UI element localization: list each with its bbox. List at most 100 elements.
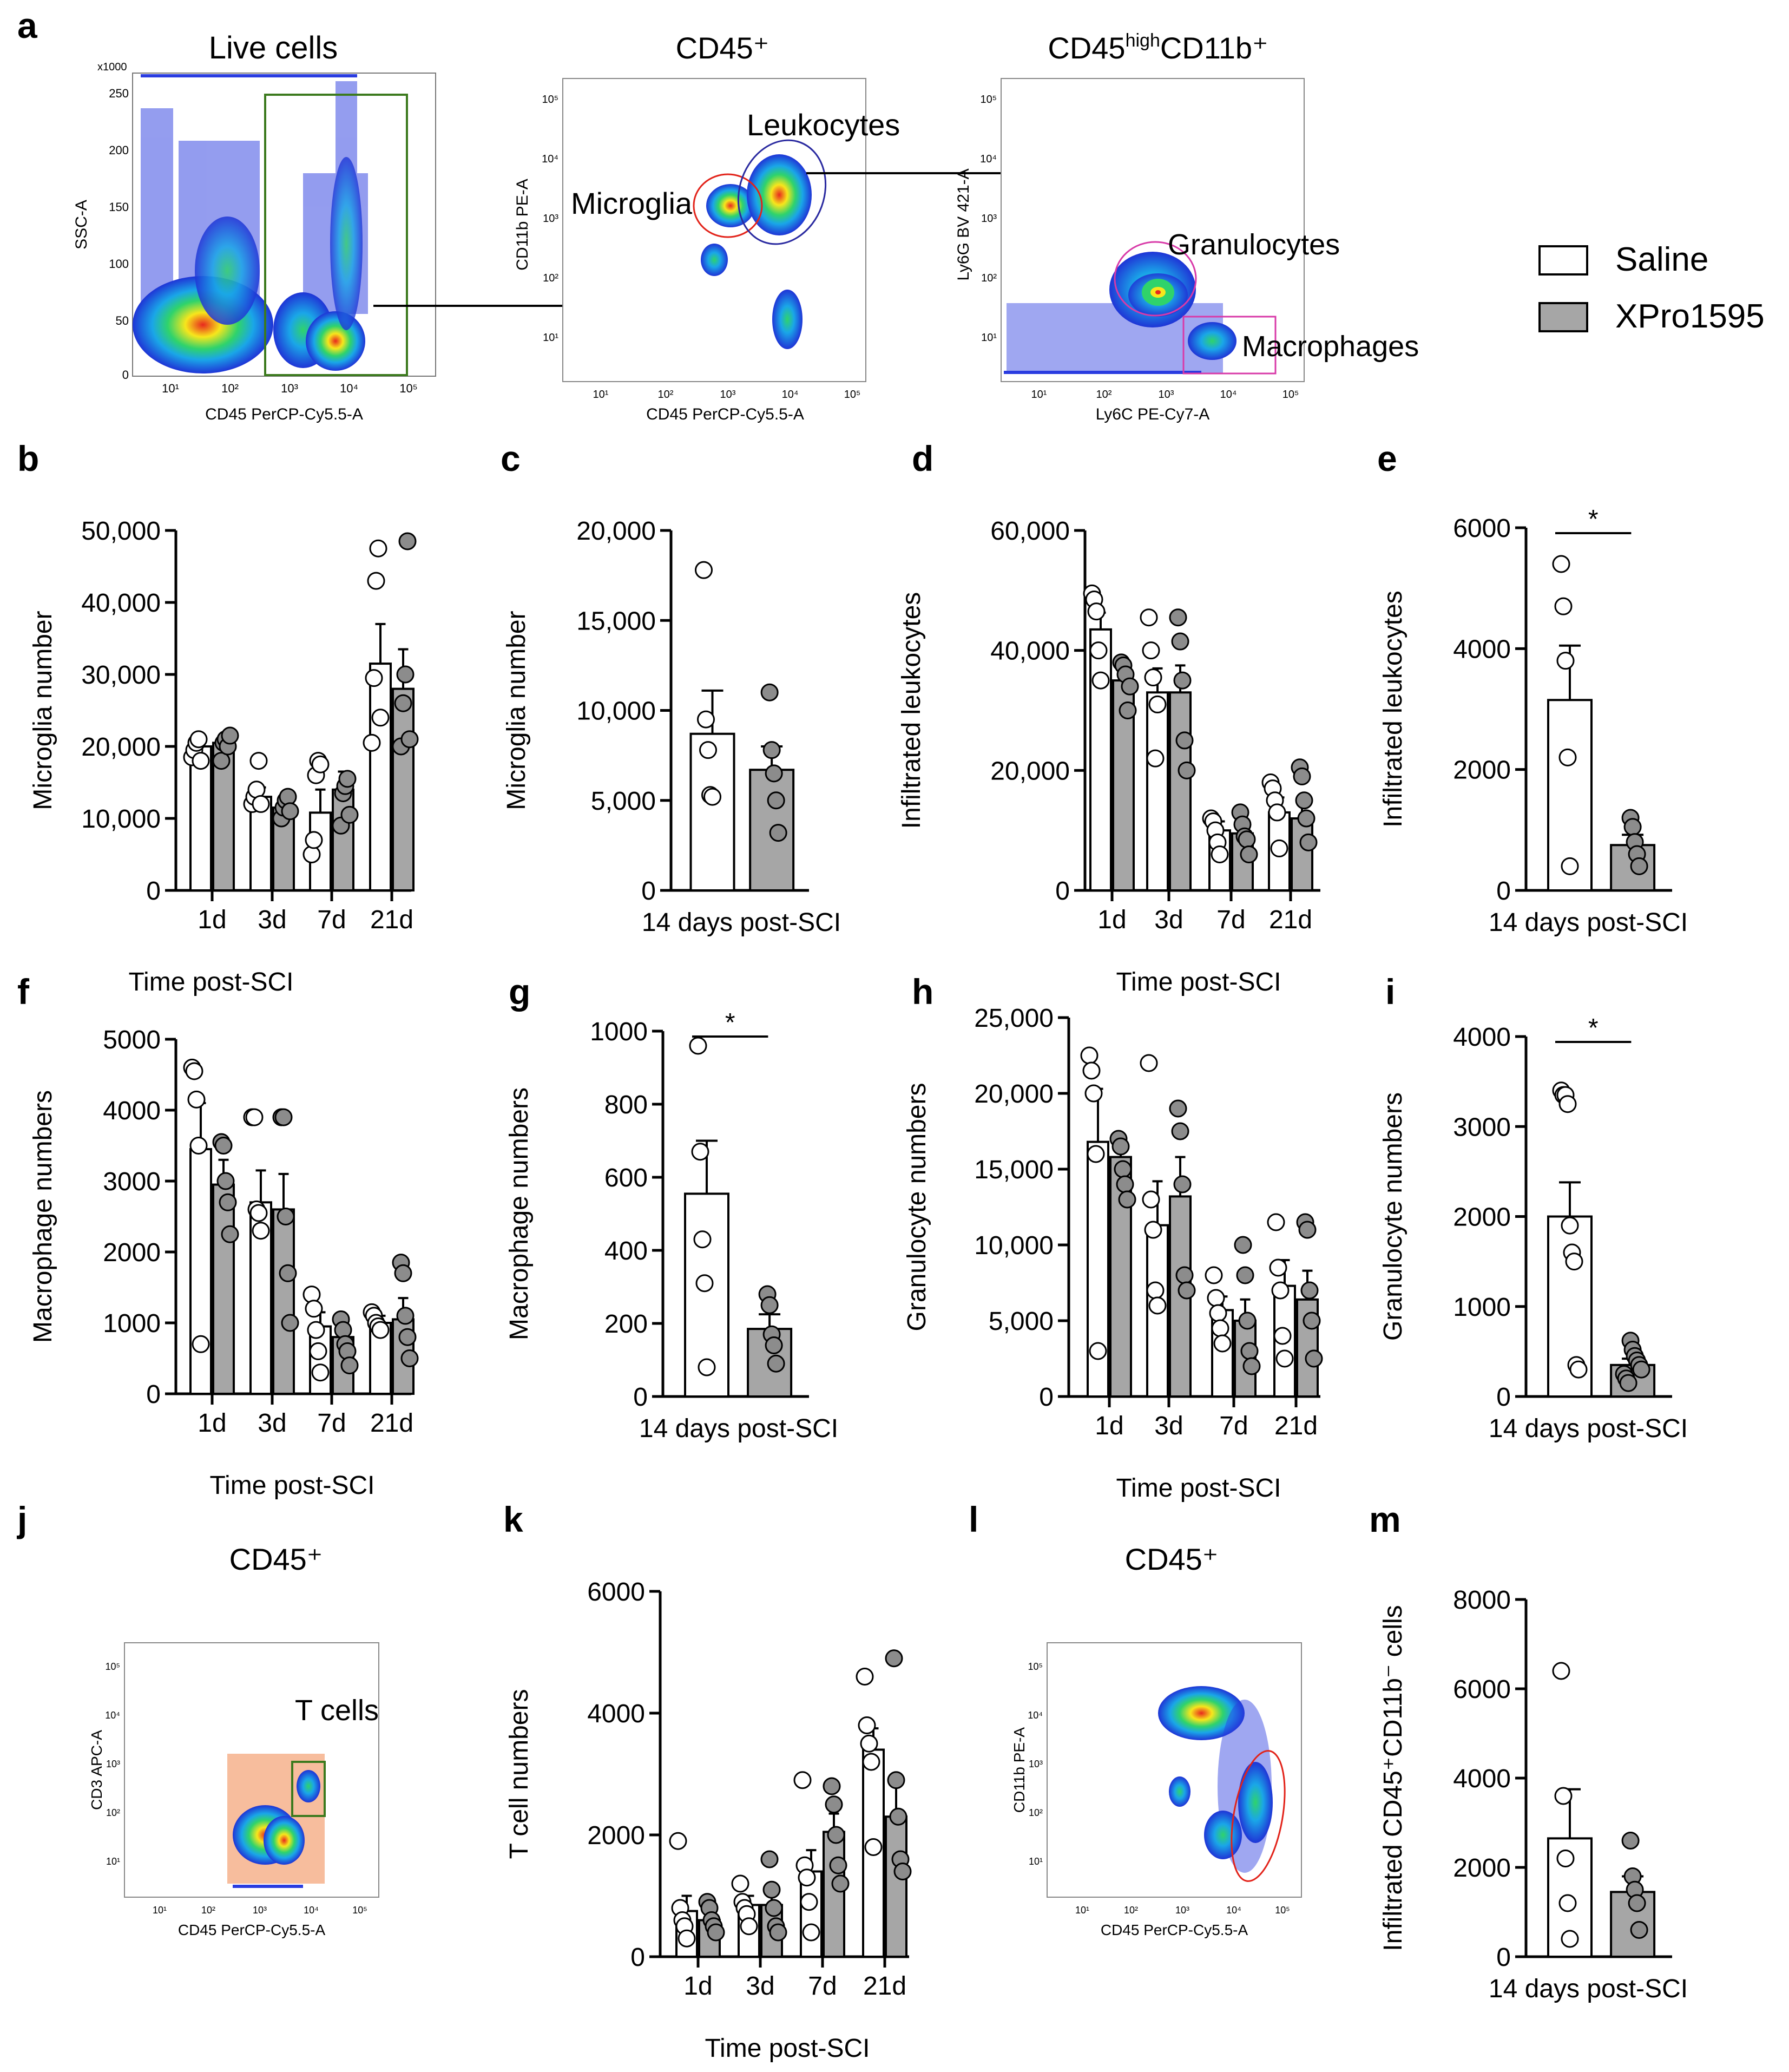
y-tick-label: 0 xyxy=(641,877,656,906)
panel-letter-d: d xyxy=(912,438,933,478)
data-point xyxy=(1298,1221,1317,1239)
data-point xyxy=(1111,1137,1130,1156)
x-axis-label: Time post-SCI xyxy=(1116,1474,1281,1503)
data-point xyxy=(1144,1221,1162,1239)
flow-title-j: CD45⁺ xyxy=(229,1542,323,1576)
tick: 10³ xyxy=(1159,389,1174,401)
panel-letter-l: l xyxy=(969,1499,978,1539)
data-point xyxy=(693,1230,712,1249)
data-point xyxy=(1140,608,1158,627)
data-point xyxy=(1268,803,1286,822)
panel-letter-h: h xyxy=(912,972,933,1012)
data-point xyxy=(1240,1342,1259,1360)
tick: 200 xyxy=(109,143,129,157)
data-point xyxy=(1140,1054,1158,1072)
y-tick-label: 40,000 xyxy=(81,589,161,618)
flow-ylabel-j: CD3 APC-A xyxy=(88,1730,105,1810)
tick: 50 xyxy=(116,314,129,327)
x-tick-label: 3d xyxy=(258,906,286,934)
data-point xyxy=(1561,1216,1579,1235)
y-tick-label: 30,000 xyxy=(81,661,161,690)
data-point xyxy=(1173,1175,1192,1194)
y-tick-label: 4000 xyxy=(587,1700,645,1728)
tick: 10¹ xyxy=(1075,1905,1089,1916)
data-point xyxy=(212,752,231,770)
data-point xyxy=(1091,671,1110,690)
data-point xyxy=(1175,1266,1194,1284)
data-point xyxy=(1305,1349,1323,1368)
panel-letter-i: i xyxy=(1385,972,1395,1012)
tick: 10⁵ xyxy=(844,389,861,401)
tick: 10⁵ xyxy=(106,1661,120,1672)
y-tick-label: 3000 xyxy=(103,1168,161,1196)
data-point xyxy=(860,1734,878,1753)
y-axis-label: Microglia number xyxy=(29,611,57,810)
x-axis-label: Time post-SCI xyxy=(210,1471,375,1500)
significance-star: * xyxy=(1588,1014,1599,1042)
data-point xyxy=(1632,1360,1650,1379)
x-tick-label: 14 days post-SCI xyxy=(1489,1414,1688,1443)
data-point xyxy=(691,1143,709,1161)
data-point xyxy=(1178,761,1196,779)
data-point xyxy=(187,1090,206,1109)
tick: 10⁴ xyxy=(304,1905,319,1916)
y-axis-label: Infiltrated leukocytes xyxy=(897,592,926,829)
x-tick-label: 21d xyxy=(1269,906,1312,934)
data-point xyxy=(1207,1289,1225,1307)
data-point xyxy=(1089,641,1108,660)
data-point xyxy=(769,824,787,842)
tick: 10² xyxy=(543,272,558,284)
data-point xyxy=(1554,597,1573,615)
data-point xyxy=(889,1807,907,1826)
panel-letter-b: b xyxy=(17,438,39,478)
data-point xyxy=(1556,652,1575,670)
bar-xpro xyxy=(1291,817,1313,891)
tick: 10² xyxy=(106,1807,120,1818)
data-point xyxy=(281,802,299,821)
data-point xyxy=(1556,1850,1575,1867)
data-point xyxy=(1213,1334,1232,1353)
bar-chart-g: 0 200 400 600 800 1000 Macrophage numbers 14 da… xyxy=(505,1008,838,1443)
data-point xyxy=(305,1300,323,1318)
bar-xpro xyxy=(272,1208,295,1395)
data-point xyxy=(765,1336,783,1354)
data-point xyxy=(1119,701,1137,719)
y-tick-label: 5,000 xyxy=(989,1307,1054,1336)
x-tick-label: 7d xyxy=(1219,1412,1248,1440)
data-point xyxy=(1171,1122,1189,1140)
y-axis-label: Microglia number xyxy=(502,611,531,810)
bar-chart-b: 0 10,000 20,000 30,000 40,000 50,000 Microglia… xyxy=(29,517,419,996)
data-point xyxy=(1148,695,1167,713)
bar-saline xyxy=(1089,628,1112,891)
bar-chart-i: 0 1000 2000 3000 4000 Granulocyte numbers 14 d… xyxy=(1379,1014,1688,1443)
y-tick-label: 4000 xyxy=(1453,1023,1511,1052)
flow-ylabel-cd45: CD11b PE-A xyxy=(514,179,531,271)
data-point xyxy=(1205,1266,1223,1284)
y-axis-label: Macrophage numbers xyxy=(505,1087,534,1340)
data-point xyxy=(1295,791,1313,810)
y-tick-label: 2000 xyxy=(1453,1854,1511,1883)
data-point xyxy=(189,730,208,749)
x-tick-label: 21d xyxy=(370,1409,413,1438)
data-point xyxy=(1084,1084,1103,1103)
tick: 10⁵ xyxy=(1275,1905,1290,1916)
data-point xyxy=(1144,668,1162,687)
tick: 10³ xyxy=(281,382,298,395)
y-tick-label: 50,000 xyxy=(81,517,161,546)
significance-star: * xyxy=(1588,505,1599,534)
tick: 10⁴ xyxy=(782,389,799,401)
y-tick-label: 5,000 xyxy=(591,787,656,816)
data-point xyxy=(1242,1357,1261,1375)
data-point xyxy=(1552,555,1570,573)
gate-label-granulocytes: Granulocytes xyxy=(1168,228,1340,261)
tick: 10³ xyxy=(1029,1759,1043,1769)
data-point xyxy=(1209,1304,1227,1322)
data-point xyxy=(678,1929,696,1948)
data-point xyxy=(1558,748,1577,766)
y-tick-label: 25,000 xyxy=(974,1004,1054,1033)
data-point xyxy=(1552,1662,1570,1680)
flow-title-cd45: CD45⁺ xyxy=(676,31,769,65)
legend-label-xpro: XPro1595 xyxy=(1615,298,1765,335)
flow-title-l: CD45⁺ xyxy=(1125,1542,1219,1576)
data-point xyxy=(245,1108,264,1126)
